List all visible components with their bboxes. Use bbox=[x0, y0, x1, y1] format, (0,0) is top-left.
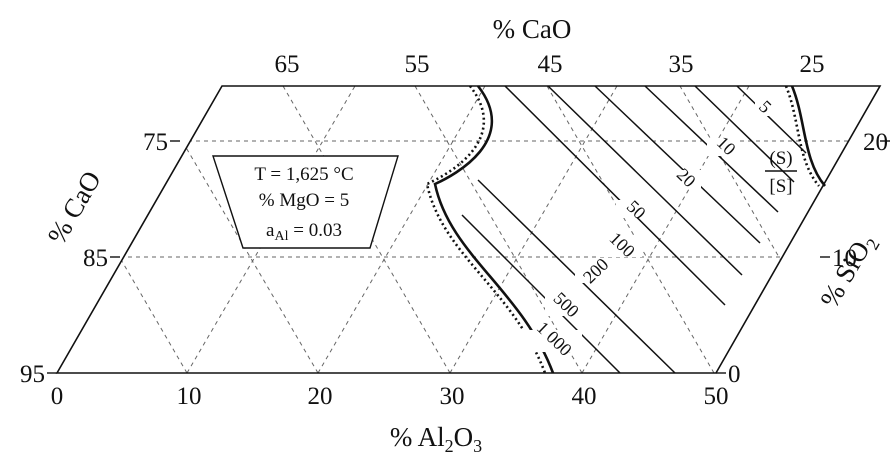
activity-symbol: a bbox=[266, 220, 275, 241]
temperature-label: T = 1,625 °C bbox=[254, 164, 353, 185]
ratio-denominator: [S] bbox=[769, 176, 792, 197]
right-tick-0: 0 bbox=[728, 361, 741, 388]
top-tick-25: 25 bbox=[800, 51, 825, 78]
ratio-numerator: (S) bbox=[769, 148, 792, 169]
saturation-boundary-right-dotted bbox=[784, 85, 820, 187]
bottom-axis-title-sub2: 3 bbox=[473, 436, 482, 456]
bottom-tick-50: 50 bbox=[704, 383, 729, 410]
conditions-box: T = 1,625 °C % MgO = 5 aAl = 0.03 bbox=[212, 155, 399, 249]
right-tick-10: 10 bbox=[832, 245, 857, 272]
bottom-tick-40: 40 bbox=[572, 383, 597, 410]
isoline-200 bbox=[504, 85, 726, 306]
isoline-1000 bbox=[461, 214, 621, 374]
top-tick-45: 45 bbox=[538, 51, 563, 78]
left-tick-75: 75 bbox=[143, 129, 168, 156]
bottom-tick-0: 0 bbox=[51, 383, 64, 410]
diagram-frame bbox=[55, 85, 882, 374]
left-tick-85: 85 bbox=[83, 245, 108, 272]
right-tick-20: 20 bbox=[863, 129, 888, 156]
top-tick-65: 65 bbox=[275, 51, 300, 78]
isoline-label-500: 500 bbox=[550, 288, 583, 321]
isoline-50 bbox=[594, 85, 761, 244]
right-tick-labels: 20 10 0 bbox=[728, 129, 888, 388]
saturation-boundary-left bbox=[433, 85, 555, 374]
activity-value: = 0.03 bbox=[288, 220, 341, 241]
top-tick-55: 55 bbox=[405, 51, 430, 78]
sulfur-ratio-label: (S) [S] bbox=[765, 148, 797, 197]
isoline-100 bbox=[547, 85, 743, 276]
left-tick-labels: 75 85 95 bbox=[20, 129, 168, 388]
bottom-tick-10: 10 bbox=[177, 383, 202, 410]
top-axis-title: % CaO bbox=[493, 14, 572, 44]
edge-ticks bbox=[47, 140, 890, 374]
isoline-5 bbox=[736, 85, 807, 154]
saturation-boundary-left-dotted bbox=[425, 85, 547, 374]
activity-subscript: Al bbox=[274, 229, 288, 244]
bottom-axis-title-sub1: 2 bbox=[445, 436, 454, 456]
activity-label: aAl = 0.03 bbox=[266, 220, 342, 244]
bottom-tick-20: 20 bbox=[308, 383, 333, 410]
top-tick-35: 35 bbox=[669, 51, 694, 78]
isoline-10 bbox=[694, 85, 795, 183]
bottom-axis-title: % Al2O3 bbox=[390, 422, 482, 456]
isoline-labels: 5 10 20 50 100 200 500 1 000 bbox=[522, 96, 777, 360]
grid-diagonal bbox=[581, 85, 750, 374]
bottom-tick-labels: 0 10 20 30 40 50 bbox=[51, 383, 729, 410]
top-tick-labels: 65 55 45 35 25 bbox=[275, 51, 825, 78]
conditions-box-frame bbox=[212, 155, 399, 249]
mgo-label: % MgO = 5 bbox=[259, 190, 349, 211]
bottom-axis-title-a: % Al bbox=[390, 422, 445, 452]
saturation-boundary-right bbox=[790, 85, 826, 187]
bottom-axis-title-b: O bbox=[454, 422, 474, 452]
bottom-tick-30: 30 bbox=[440, 383, 465, 410]
left-tick-95: 95 bbox=[20, 361, 45, 388]
